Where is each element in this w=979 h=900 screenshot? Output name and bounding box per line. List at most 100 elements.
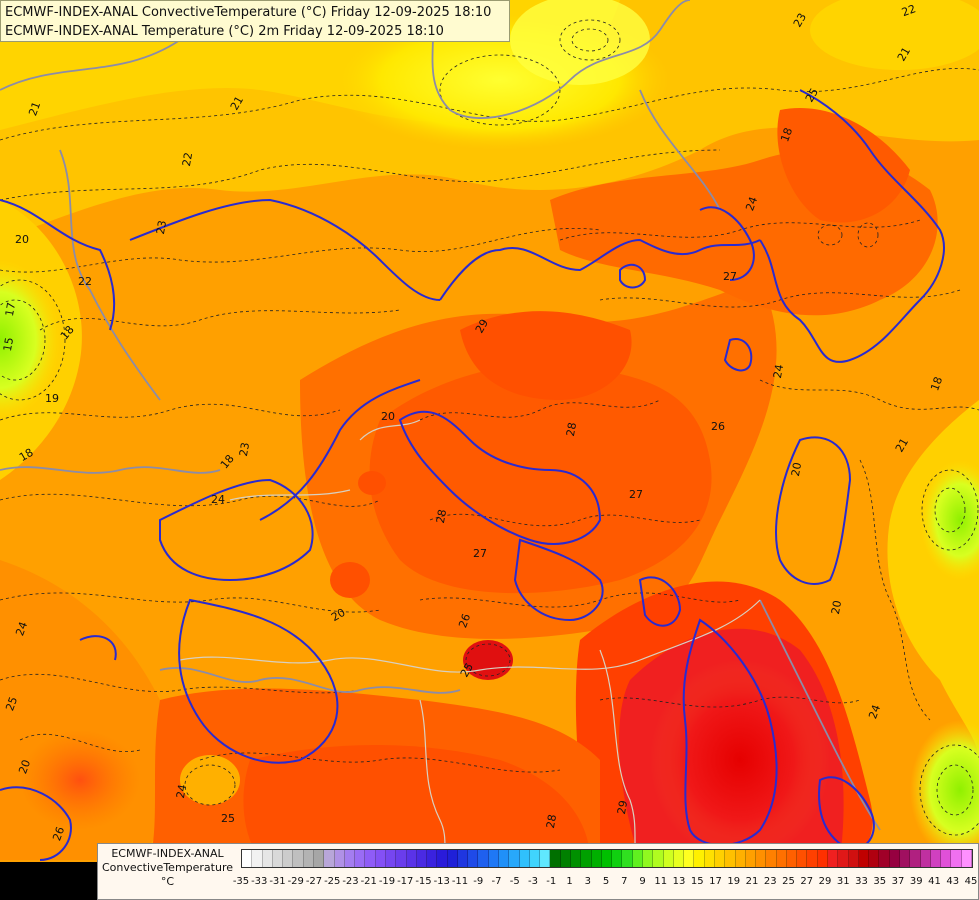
legend-swatch bbox=[272, 850, 284, 867]
legend-swatch bbox=[581, 850, 592, 867]
legend-swatch bbox=[858, 850, 870, 867]
contour-label: 17 bbox=[3, 301, 18, 317]
legend-tick-label: 27 bbox=[800, 876, 814, 887]
legend-swatch bbox=[632, 850, 643, 867]
legend-swatch bbox=[951, 850, 962, 867]
legend-tick-label: 7 bbox=[621, 876, 628, 887]
legend-swatch bbox=[848, 850, 859, 867]
contour-label: 24 bbox=[866, 703, 883, 721]
legend-tick-label: 9 bbox=[639, 876, 646, 887]
legend-swatch bbox=[262, 850, 273, 867]
legend-swatch bbox=[519, 850, 530, 867]
bottom-left-corner bbox=[0, 862, 97, 900]
legend-tick-label: -23 bbox=[342, 876, 359, 887]
legend-tick-label: -35 bbox=[232, 876, 250, 887]
contour-label: 26 bbox=[50, 825, 67, 843]
contour-label: 18 bbox=[17, 446, 36, 464]
legend-swatch bbox=[488, 850, 500, 867]
legend-tick-label: -19 bbox=[378, 876, 396, 887]
map-title: ECMWF-INDEX-ANAL ConvectiveTemperature (… bbox=[0, 0, 510, 42]
legend-tick-label: -33 bbox=[251, 876, 268, 887]
legend-swatch bbox=[714, 850, 726, 867]
contour-label: 27 bbox=[473, 547, 487, 560]
contour-label: 22 bbox=[900, 2, 918, 19]
contour-label: 25 bbox=[458, 661, 476, 680]
contour-label: 28 bbox=[434, 508, 449, 524]
legend-swatch bbox=[427, 850, 438, 867]
legend-tick-label: 33 bbox=[855, 876, 868, 887]
legend-tick-label: -1 bbox=[546, 876, 557, 887]
legend-swatch bbox=[725, 850, 736, 867]
legend-swatch bbox=[509, 850, 520, 867]
contour-label: 21 bbox=[895, 45, 913, 64]
legend-swatch bbox=[869, 850, 880, 867]
contour-label: 28 bbox=[564, 421, 579, 437]
legend-tick-label: -31 bbox=[269, 876, 286, 887]
legend-tick-label: -7 bbox=[491, 876, 502, 887]
contour-label: 20 bbox=[16, 758, 33, 776]
legend-tick-label: 37 bbox=[891, 876, 905, 887]
legend-swatch bbox=[941, 850, 952, 867]
contour-label: 26 bbox=[711, 420, 725, 433]
legend-swatch bbox=[642, 850, 654, 867]
contour-label: 23 bbox=[237, 441, 252, 457]
contour-label: 27 bbox=[629, 488, 643, 501]
legend-swatch bbox=[817, 850, 829, 867]
legend-swatch bbox=[344, 850, 356, 867]
legend-swatch bbox=[416, 850, 428, 867]
legend-tick-label: 45 bbox=[964, 876, 978, 887]
contour-label: 25 bbox=[221, 812, 235, 825]
contour-label: 21 bbox=[26, 100, 43, 118]
legend-swatch bbox=[437, 850, 448, 867]
contour-label: 24 bbox=[211, 493, 225, 506]
legend-swatches bbox=[241, 849, 973, 868]
legend-swatch bbox=[591, 850, 602, 867]
legend-swatch bbox=[324, 850, 335, 867]
contour-label: 20 bbox=[829, 599, 844, 615]
contour-label: 28 bbox=[544, 813, 559, 829]
legend-swatch bbox=[540, 850, 551, 867]
contour-label: 27 bbox=[723, 270, 737, 283]
legend-swatch bbox=[612, 850, 623, 867]
legend-tick-label: 15 bbox=[690, 876, 704, 887]
contour-label: 18 bbox=[778, 126, 795, 144]
legend-swatch bbox=[365, 850, 376, 867]
contour-label: 18 bbox=[928, 375, 945, 393]
legend-swatch bbox=[313, 850, 325, 867]
legend-swatch bbox=[797, 850, 808, 867]
legend-swatch bbox=[468, 850, 479, 867]
country-borders bbox=[0, 0, 881, 831]
contour-label: 21 bbox=[893, 436, 911, 455]
legend-swatch bbox=[242, 850, 253, 867]
legend-swatch bbox=[776, 850, 787, 867]
legend-unit: °C bbox=[160, 875, 175, 888]
legend-tick-label: -25 bbox=[324, 876, 341, 887]
legend-swatch bbox=[828, 850, 839, 867]
legend-swatch bbox=[920, 850, 931, 867]
legend-tick-label: 11 bbox=[654, 876, 668, 887]
legend-tick-label: -13 bbox=[433, 876, 450, 887]
legend-tick-label: -5 bbox=[509, 876, 520, 887]
legend-tick-label: 1 bbox=[566, 876, 573, 887]
legend-tick-label: 35 bbox=[873, 876, 887, 887]
legend-tick-label: 29 bbox=[818, 876, 832, 887]
color-legend: ECMWF-INDEX-ANAL ConvectiveTemperature °… bbox=[97, 843, 979, 900]
legend-tick-label: 17 bbox=[709, 876, 722, 887]
legend-title-line-1: ECMWF-INDEX-ANAL bbox=[111, 847, 224, 860]
contour-label: 29 bbox=[615, 799, 630, 815]
legend-swatch bbox=[900, 850, 911, 867]
legend-swatch bbox=[961, 850, 972, 867]
legend-swatch bbox=[601, 850, 613, 867]
legend-swatch bbox=[694, 850, 705, 867]
legend-tick-label: -15 bbox=[415, 876, 432, 887]
legend-swatch bbox=[447, 850, 458, 867]
legend-tick-label: 3 bbox=[584, 876, 591, 887]
legend-tick-label: -3 bbox=[528, 876, 538, 887]
legend-tick-label: -17 bbox=[397, 876, 414, 887]
legend-swatch bbox=[303, 850, 314, 867]
legend-swatch bbox=[786, 850, 798, 867]
contour-label: 20 bbox=[15, 233, 29, 246]
legend-swatch bbox=[571, 850, 582, 867]
contour-label: 15 bbox=[1, 336, 16, 352]
